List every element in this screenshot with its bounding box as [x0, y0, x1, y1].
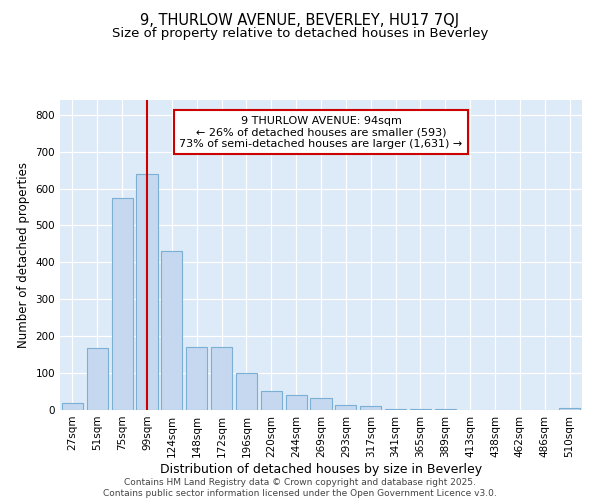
Bar: [211, 348, 232, 410]
Bar: [261, 391, 282, 410]
Bar: [385, 409, 406, 410]
Bar: [559, 408, 580, 410]
Bar: [186, 348, 207, 410]
Text: 9 THURLOW AVENUE: 94sqm
← 26% of detached houses are smaller (593)
73% of semi-d: 9 THURLOW AVENUE: 94sqm ← 26% of detache…: [179, 116, 463, 148]
Text: Size of property relative to detached houses in Beverley: Size of property relative to detached ho…: [112, 28, 488, 40]
Text: Contains HM Land Registry data © Crown copyright and database right 2025.
Contai: Contains HM Land Registry data © Crown c…: [103, 478, 497, 498]
X-axis label: Distribution of detached houses by size in Beverley: Distribution of detached houses by size …: [160, 462, 482, 475]
Bar: [136, 174, 158, 410]
Text: 9, THURLOW AVENUE, BEVERLEY, HU17 7QJ: 9, THURLOW AVENUE, BEVERLEY, HU17 7QJ: [140, 12, 460, 28]
Bar: [360, 406, 381, 410]
Bar: [87, 348, 108, 410]
Y-axis label: Number of detached properties: Number of detached properties: [17, 162, 30, 348]
Bar: [236, 373, 257, 410]
Bar: [335, 405, 356, 410]
Bar: [286, 394, 307, 410]
Bar: [161, 252, 182, 410]
Bar: [310, 398, 332, 410]
Bar: [62, 402, 83, 410]
Bar: [112, 198, 133, 410]
